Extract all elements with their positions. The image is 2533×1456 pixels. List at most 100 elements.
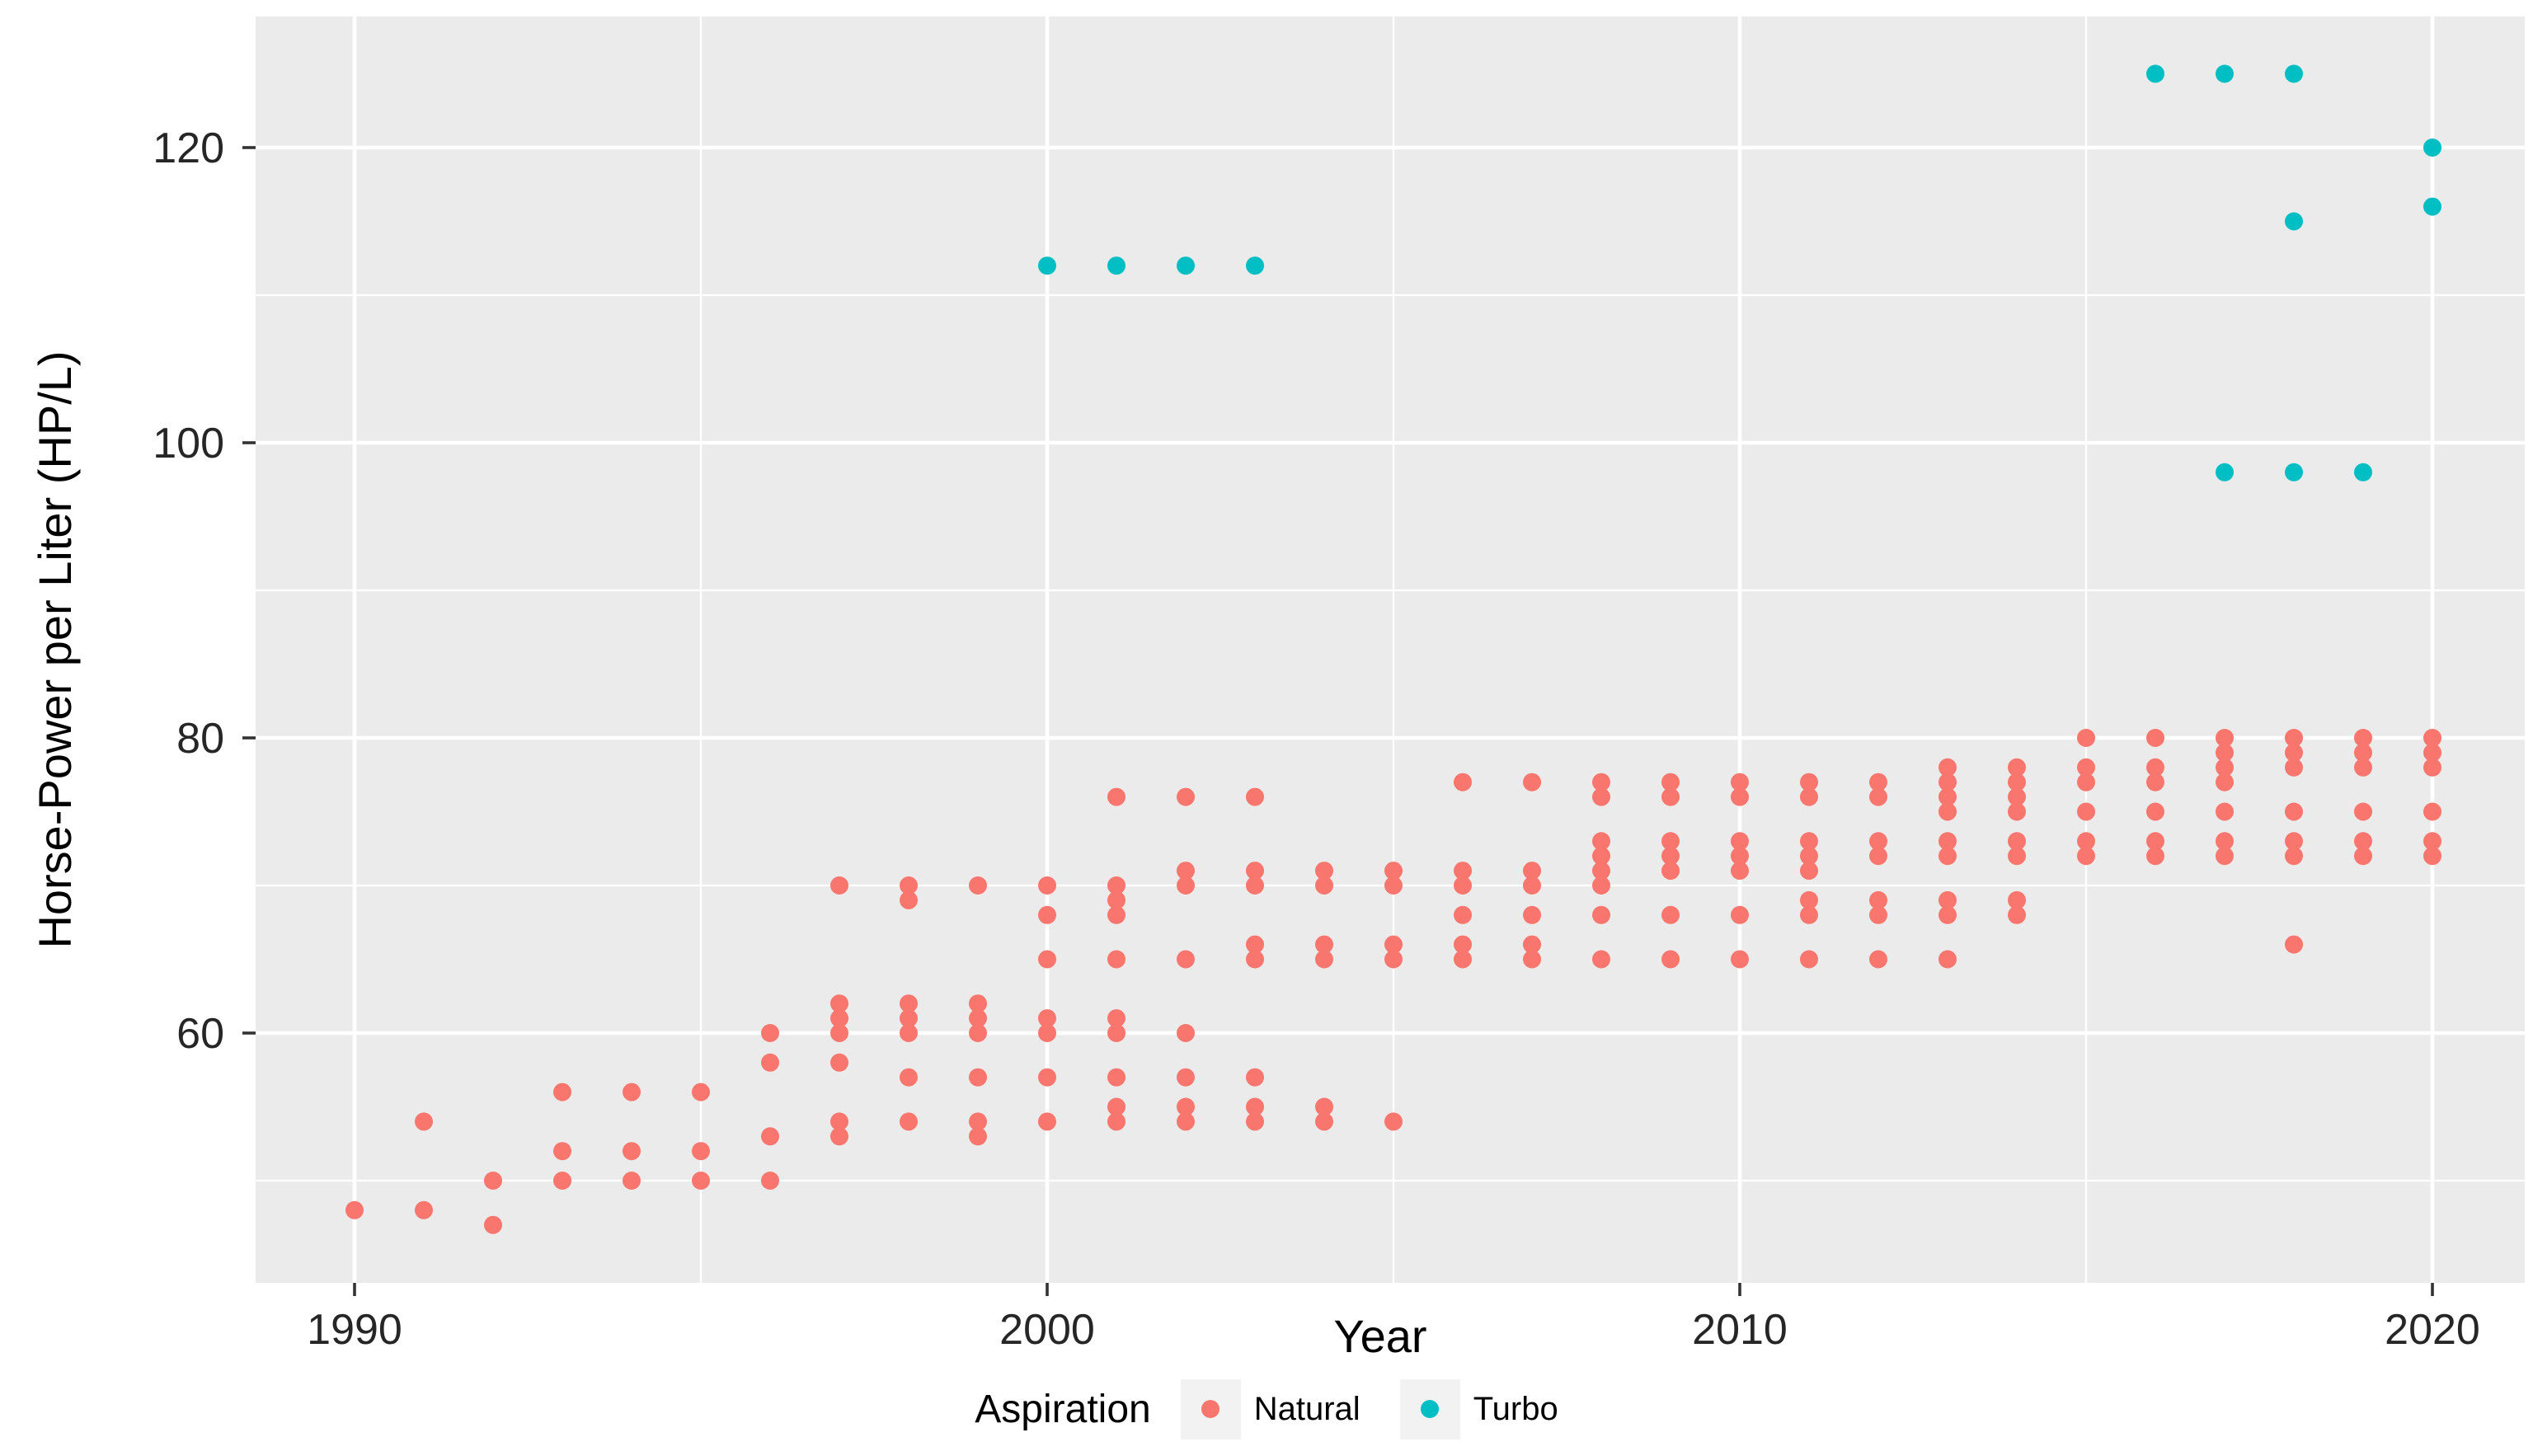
y-tick-label: 80 [176, 715, 224, 763]
data-point-natural [623, 1142, 641, 1161]
data-point-natural [1454, 876, 1472, 895]
data-point-natural [2077, 832, 2095, 851]
data-point-natural [1592, 950, 1610, 969]
data-point-natural [1246, 935, 1264, 954]
data-point-natural [2216, 729, 2234, 747]
data-point-natural [1731, 773, 1749, 791]
data-point-natural [484, 1172, 502, 1190]
data-point-natural [900, 1009, 918, 1028]
data-point-natural [830, 1053, 848, 1072]
data-point-natural [1661, 787, 1680, 806]
data-point-natural [1523, 773, 1541, 791]
data-point-natural [1869, 950, 1887, 969]
data-point-natural [1177, 862, 1195, 881]
data-point-natural [2008, 905, 2026, 924]
data-point-natural [761, 1053, 779, 1072]
data-point-natural [1315, 862, 1333, 881]
data-point-natural [1939, 787, 1957, 806]
data-point-natural [692, 1142, 710, 1161]
data-point-natural [1592, 862, 1610, 881]
data-point-turbo [1107, 256, 1126, 275]
data-point-natural [900, 1024, 918, 1042]
data-point-natural [761, 1024, 779, 1042]
data-point-natural [1731, 832, 1749, 851]
data-point-natural [2354, 847, 2372, 866]
data-point-natural [2354, 743, 2372, 762]
data-point-natural [2423, 832, 2441, 851]
data-point-natural [1939, 890, 1957, 909]
data-point-natural [2146, 773, 2164, 791]
data-point-natural [969, 1024, 987, 1042]
data-point-natural [969, 1068, 987, 1087]
data-point-natural [1661, 773, 1680, 791]
data-point-natural [1384, 935, 1403, 954]
data-point-natural [345, 1200, 364, 1219]
data-point-natural [830, 1009, 848, 1028]
data-point-natural [1800, 787, 1818, 806]
data-point-natural [2008, 773, 2026, 791]
legend-key-turbo [1399, 1379, 1460, 1440]
data-point-natural [1869, 773, 1887, 791]
data-point-natural [2146, 729, 2164, 747]
data-point-natural [2146, 758, 2164, 777]
data-point-natural [830, 994, 848, 1013]
data-point-natural [2285, 743, 2303, 762]
data-point-natural [2008, 758, 2026, 777]
data-point-natural [1038, 1009, 1056, 1028]
data-point-natural [1177, 1112, 1195, 1131]
data-point-natural [1939, 773, 1957, 791]
data-point-natural [1107, 950, 1126, 969]
minor-gridlines [256, 16, 2525, 1283]
data-point-natural [2216, 743, 2234, 762]
data-point-natural [1107, 1097, 1126, 1116]
legend-label-natural: Natural [1253, 1390, 1360, 1427]
data-point-natural [1869, 832, 1887, 851]
axis-ticks-layer [242, 146, 2434, 1296]
data-point-natural [1592, 773, 1610, 791]
data-point-natural [1384, 950, 1403, 969]
data-point-natural [623, 1172, 641, 1190]
legend-key-natural [1180, 1379, 1241, 1440]
data-point-natural [1869, 905, 1887, 924]
data-point-natural [1661, 950, 1680, 969]
data-point-turbo [2146, 64, 2164, 83]
data-point-natural [692, 1172, 710, 1190]
data-point-natural [1731, 862, 1749, 881]
data-point-natural [2008, 890, 2026, 909]
axis-tick-labels-layer: 1990 2000 2010 2020 60 80 100 120 [153, 124, 2480, 1354]
data-point-natural [1315, 1097, 1333, 1116]
legend-title: Aspiration [975, 1387, 1151, 1431]
data-point-natural [2354, 729, 2372, 747]
data-point-natural [2285, 729, 2303, 747]
x-tick-label: 2020 [2385, 1306, 2480, 1354]
data-point-natural [1523, 862, 1541, 881]
y-tick-label: 120 [153, 124, 224, 172]
data-point-natural [900, 876, 918, 895]
data-point-natural [2216, 773, 2234, 791]
data-point-natural [2008, 847, 2026, 866]
legend-label-turbo: Turbo [1473, 1390, 1558, 1427]
data-point-natural [1177, 1024, 1195, 1042]
data-point-natural [1038, 1112, 1056, 1131]
data-point-natural [1246, 1068, 1264, 1087]
data-point-natural [1177, 1097, 1195, 1116]
data-point-natural [830, 1127, 848, 1146]
data-point-natural [2285, 832, 2303, 851]
data-point-natural [692, 1083, 710, 1101]
data-point-natural [1523, 905, 1541, 924]
y-axis-title: Horse-Power per Liter (HP/L) [29, 350, 81, 948]
data-point-natural [553, 1083, 571, 1101]
data-point-natural [553, 1142, 571, 1161]
data-point-natural [1869, 890, 1887, 909]
legend: Aspiration Natural Turbo [0, 1362, 2533, 1456]
data-point-natural [1246, 950, 1264, 969]
data-point-natural [1107, 876, 1126, 895]
data-point-natural [1177, 950, 1195, 969]
data-point-natural [1177, 876, 1195, 895]
data-point-natural [830, 1112, 848, 1131]
data-point-natural [1939, 802, 1957, 821]
data-point-natural [1523, 950, 1541, 969]
data-point-natural [969, 1127, 987, 1146]
data-point-natural [1800, 890, 1818, 909]
